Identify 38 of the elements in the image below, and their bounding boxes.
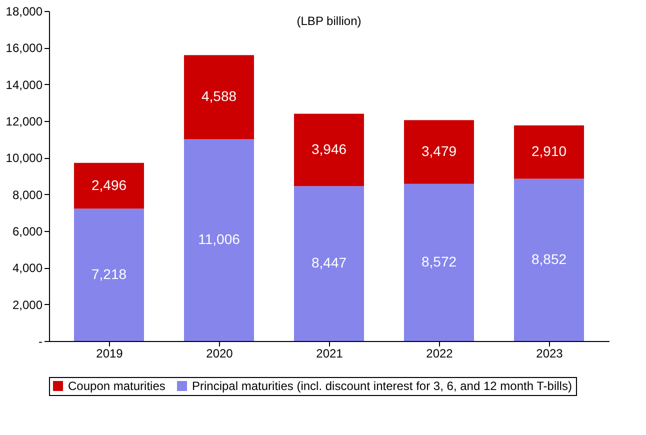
- y-tick-label: 16,000: [6, 41, 43, 56]
- data-label: 3,479: [421, 142, 457, 159]
- bar: [74, 208, 144, 341]
- data-label: 11,006: [198, 231, 240, 248]
- x-tick-label: 2019: [96, 346, 124, 360]
- y-tick-label: 12,000: [6, 114, 43, 128]
- y-tick-label: 14,000: [6, 78, 43, 92]
- bar: [74, 162, 144, 209]
- annotation: (LBP billion): [296, 14, 362, 28]
- y-tick-label: 10,000: [6, 151, 43, 166]
- bar: [404, 184, 474, 341]
- data-label: 8,572: [421, 253, 457, 270]
- bar: [514, 178, 584, 341]
- y-tick-label: 4,000: [12, 261, 43, 276]
- bar: [514, 125, 584, 179]
- data-label: 2,910: [531, 143, 567, 160]
- data-label: 8,447: [311, 254, 347, 271]
- y-tick-label: 2,000: [12, 298, 43, 312]
- data-label: 7,218: [91, 266, 127, 282]
- y-tick-label: 6,000: [12, 224, 43, 238]
- legend-label: Coupon maturities: [68, 379, 166, 393]
- data-label: 3,946: [311, 140, 347, 157]
- bar: [294, 186, 364, 341]
- data-label: 8,852: [531, 250, 567, 267]
- legend-label: Principal maturities (incl. discount interest for 3, 6, and 12 month T-bills): [192, 379, 572, 393]
- data-label: 4,588: [201, 88, 237, 104]
- x-tick-label: 2021: [316, 346, 344, 360]
- data-label: 2,496: [91, 176, 127, 193]
- bar: [404, 120, 474, 184]
- bar: [184, 55, 254, 140]
- x-tick-label: 2020: [206, 346, 234, 360]
- x-tick-label: 2022: [426, 346, 454, 360]
- y-tick-label: 18,000: [6, 4, 43, 18]
- bar: [294, 114, 364, 186]
- bar: [184, 139, 254, 341]
- y-tick-label: 8,000: [12, 188, 43, 202]
- x-tick-label: 2023: [536, 346, 564, 360]
- y-tick-label: -: [38, 334, 42, 348]
